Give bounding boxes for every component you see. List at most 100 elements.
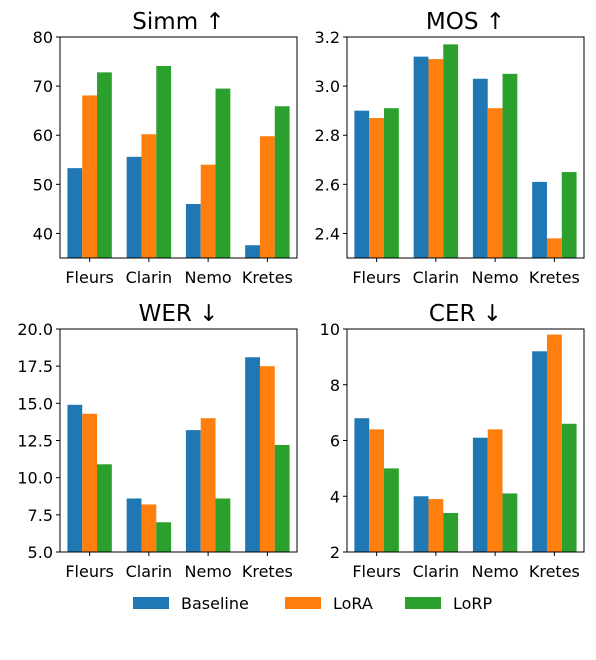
bar-lorp-nemo xyxy=(215,498,231,552)
bar-lorp-clarin xyxy=(156,522,172,552)
bar-baseline-nemo xyxy=(472,78,488,259)
y-tick-label: 3.0 xyxy=(315,77,340,96)
bar-lora-fleurs xyxy=(369,118,385,258)
bar-lorp-fleurs xyxy=(384,468,399,553)
subplot-title: MOS ↑ xyxy=(426,9,505,35)
plot-frame xyxy=(346,36,585,259)
x-tick-label-fleurs: Fleurs xyxy=(65,268,114,287)
bar-lora-nemo xyxy=(200,164,216,258)
bar-baseline-fleurs xyxy=(354,110,370,258)
y-tick-label: 70 xyxy=(33,77,53,96)
bar-baseline-clarin xyxy=(126,498,142,552)
bar-lorp-fleurs xyxy=(97,72,112,258)
bar-lora-kretes xyxy=(259,136,275,258)
bar-lora-fleurs xyxy=(82,95,98,258)
x-tick-label-nemo: Nemo xyxy=(185,562,232,581)
y-tick-label: 15.0 xyxy=(17,394,53,413)
bar-lora-fleurs xyxy=(82,413,98,552)
bar-lorp-kretes xyxy=(274,106,290,258)
y-tick-label: 10 xyxy=(320,320,340,339)
bar-lorp-fleurs xyxy=(384,108,399,259)
bar-baseline-kretes xyxy=(245,245,260,258)
subplot-title: Simm ↑ xyxy=(132,9,224,35)
y-tick-label: 20.0 xyxy=(17,320,53,339)
y-tick-label: 4 xyxy=(330,487,340,506)
y-tick-label: 60 xyxy=(33,126,53,145)
bar-lora-kretes xyxy=(546,334,562,552)
y-tick-label: 10.0 xyxy=(17,469,53,488)
x-tick-label-fleurs: Fleurs xyxy=(65,562,114,581)
bar-lora-clarin xyxy=(428,59,444,258)
x-tick-label-kretes: Kretes xyxy=(242,268,293,287)
legend-swatch-lora xyxy=(285,597,321,609)
x-tick-label-fleurs: Fleurs xyxy=(352,268,401,287)
bar-lora-clarin xyxy=(141,134,157,258)
bar-baseline-fleurs xyxy=(67,404,83,552)
x-tick-label-clarin: Clarin xyxy=(413,268,460,287)
bar-lorp-kretes xyxy=(561,423,577,552)
bar-lorp-nemo xyxy=(502,493,518,552)
y-tick-label: 50 xyxy=(33,175,53,194)
bar-baseline-fleurs xyxy=(354,418,370,552)
bar-lorp-kretes xyxy=(274,444,290,552)
subplot-4: 2 4 6 8 10 Fleurs Clarin Nemo Kretes CER ↓ xyxy=(320,301,585,581)
legend-label-baseline: Baseline xyxy=(181,594,249,613)
bar-lora-clarin xyxy=(428,499,444,552)
bar-baseline-nemo xyxy=(185,203,201,258)
x-tick-label-kretes: Kretes xyxy=(242,562,293,581)
legend-swatch-lorp xyxy=(405,597,441,609)
x-tick-label-clarin: Clarin xyxy=(126,268,173,287)
bar-baseline-nemo xyxy=(472,437,488,552)
bar-lora-nemo xyxy=(487,108,503,259)
y-tick-label: 8 xyxy=(330,376,340,395)
y-tick-label: 2 xyxy=(330,543,340,562)
bar-lorp-nemo xyxy=(502,73,518,258)
legend-label-lora: LoRA xyxy=(333,594,373,613)
x-tick-label-nemo: Nemo xyxy=(185,268,232,287)
x-tick-label-nemo: Nemo xyxy=(472,268,519,287)
bar-baseline-nemo xyxy=(185,430,201,552)
bar-lora-nemo xyxy=(487,429,503,552)
y-tick-label: 2.8 xyxy=(315,126,340,145)
y-tick-label: 6 xyxy=(330,432,340,451)
y-tick-label: 12.5 xyxy=(17,432,53,451)
bar-baseline-clarin xyxy=(126,156,142,258)
subplot-3: 5.0 7.5 10.0 12.5 15.0 17.5 20.0 Fleurs Clarin Ne… xyxy=(17,301,298,581)
bar-baseline-fleurs xyxy=(67,168,83,258)
legend: Baseline LoRA LoRP xyxy=(133,594,493,613)
plot-frame xyxy=(59,36,298,259)
bar-lora-fleurs xyxy=(369,429,385,552)
legend-swatch-baseline xyxy=(133,597,169,609)
subplot-title: CER ↓ xyxy=(429,301,502,327)
bar-baseline-kretes xyxy=(532,351,547,552)
y-tick-label: 40 xyxy=(33,224,53,243)
bar-lorp-kretes xyxy=(561,172,577,258)
bar-lorp-fleurs xyxy=(97,464,112,552)
y-tick-label: 2.6 xyxy=(315,175,340,194)
x-tick-label-kretes: Kretes xyxy=(529,562,580,581)
y-tick-label: 2.4 xyxy=(315,224,340,243)
x-tick-label-clarin: Clarin xyxy=(413,562,460,581)
y-tick-label: 80 xyxy=(33,28,53,47)
bar-lora-nemo xyxy=(200,418,216,552)
y-tick-label: 3.2 xyxy=(315,28,340,47)
x-tick-label-kretes: Kretes xyxy=(529,268,580,287)
bar-lorp-nemo xyxy=(215,88,231,258)
bar-baseline-kretes xyxy=(532,181,547,258)
y-tick-label: 7.5 xyxy=(28,506,53,525)
x-tick-label-fleurs: Fleurs xyxy=(352,562,401,581)
y-tick-label: 17.5 xyxy=(17,357,53,376)
subplot-2: 2.4 2.6 2.8 3.0 3.2 Fleurs Clarin Nemo Kretes MOS… xyxy=(315,9,585,287)
bar-lora-kretes xyxy=(259,366,275,552)
bar-baseline-clarin xyxy=(413,56,429,258)
bar-lorp-clarin xyxy=(443,512,459,552)
bar-baseline-kretes xyxy=(245,357,260,552)
y-tick-label: 5.0 xyxy=(28,543,53,562)
bar-lora-clarin xyxy=(141,504,157,552)
bar-baseline-clarin xyxy=(413,496,429,552)
x-tick-label-nemo: Nemo xyxy=(472,562,519,581)
subplot-1: 40 50 60 70 80 Fleurs Clarin Nemo Kretes Simm ↑ xyxy=(33,9,298,287)
x-tick-label-clarin: Clarin xyxy=(126,562,173,581)
